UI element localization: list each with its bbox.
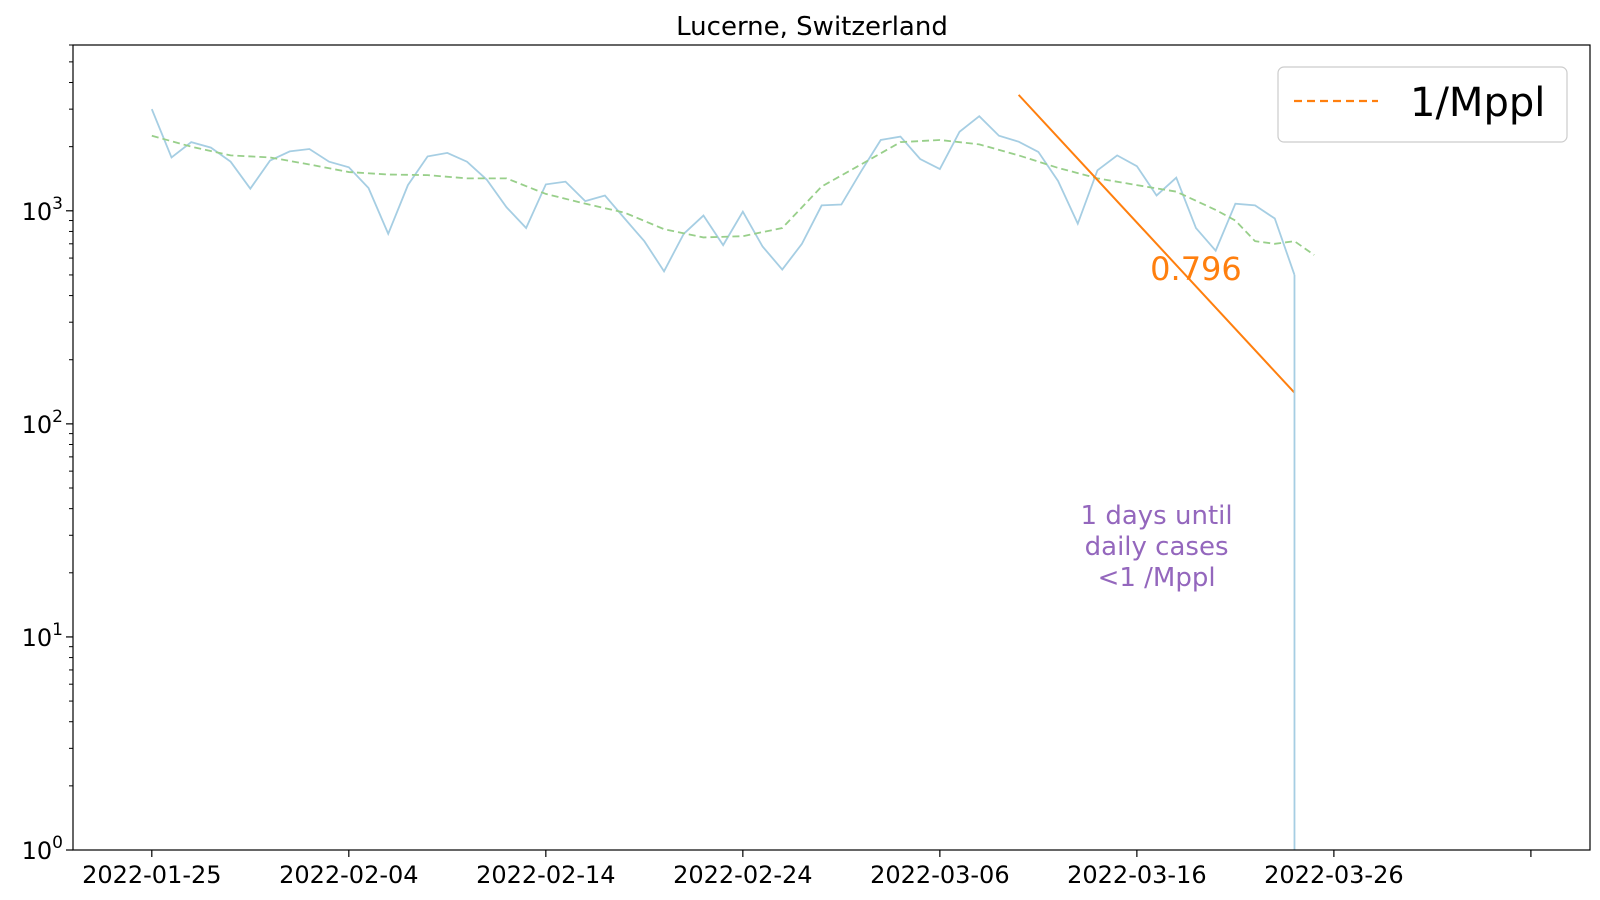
days-note-line: <1 /Mppl	[1098, 563, 1216, 593]
legend-label: 1/Mppl	[1410, 80, 1545, 126]
y-tick-label: 100	[22, 833, 63, 865]
y-tick-label: 101	[22, 620, 63, 652]
plot-series	[150, 94, 1315, 850]
y-tick-label: 102	[22, 407, 63, 439]
x-tick-label: 2022-02-04	[279, 861, 418, 889]
y-tick-label: 103	[22, 194, 63, 226]
legend-box	[1277, 66, 1568, 143]
legend: 1/Mppl	[1277, 66, 1568, 143]
x-tick-label: 2022-02-24	[673, 861, 812, 889]
trend-fit-line	[1017, 94, 1296, 394]
days-note-line: 1 days until	[1081, 501, 1233, 531]
axes: 2022-01-25 2022-02-04 2022-02-14 2022-02-24…	[22, 44, 1591, 889]
x-tick-label: 2022-01-25	[82, 861, 221, 889]
rolling-average-line	[151, 134, 1315, 256]
x-tick-label: 2022-03-26	[1264, 861, 1403, 889]
x-tick-label: 2022-03-06	[870, 861, 1009, 889]
days-note-line: daily cases	[1085, 532, 1229, 562]
daily-cases-line	[150, 108, 1296, 276]
rate-label: 0.796	[1150, 250, 1242, 288]
plot-frame	[72, 44, 1591, 851]
chart-title: Lucerne, Switzerland	[676, 12, 948, 42]
x-tick-label: 2022-03-16	[1067, 861, 1206, 889]
x-tick-label: 2022-02-14	[476, 861, 615, 889]
